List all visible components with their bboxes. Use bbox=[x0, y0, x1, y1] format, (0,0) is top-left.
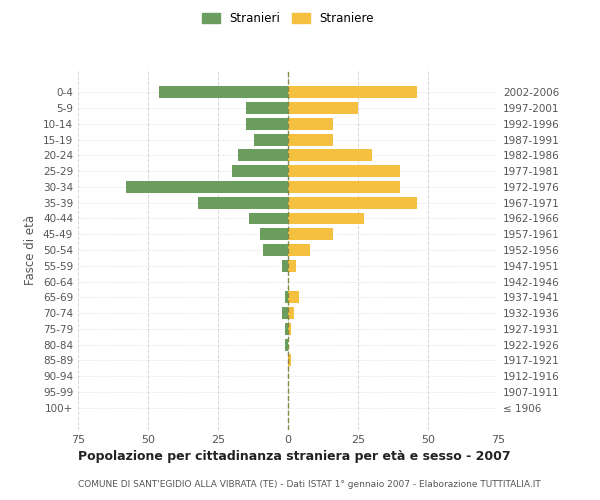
Text: COMUNE DI SANT'EGIDIO ALLA VIBRATA (TE) - Dati ISTAT 1° gennaio 2007 - Elaborazi: COMUNE DI SANT'EGIDIO ALLA VIBRATA (TE) … bbox=[78, 480, 541, 489]
Bar bbox=[288, 354, 291, 366]
Bar bbox=[260, 228, 288, 240]
Bar bbox=[125, 181, 288, 193]
Bar bbox=[246, 102, 288, 114]
Bar bbox=[288, 212, 364, 224]
Bar bbox=[283, 260, 288, 272]
Bar bbox=[232, 165, 288, 177]
Bar bbox=[288, 292, 299, 303]
Bar bbox=[254, 134, 288, 145]
Bar bbox=[288, 260, 296, 272]
Bar bbox=[285, 292, 288, 303]
Text: Popolazione per cittadinanza straniera per età e sesso - 2007: Popolazione per cittadinanza straniera p… bbox=[78, 450, 511, 463]
Bar bbox=[288, 86, 417, 98]
Y-axis label: Fasce di età: Fasce di età bbox=[25, 215, 37, 285]
Bar bbox=[246, 118, 288, 130]
Legend: Stranieri, Straniere: Stranieri, Straniere bbox=[199, 8, 377, 28]
Bar bbox=[285, 338, 288, 350]
Bar bbox=[288, 181, 400, 193]
Bar bbox=[238, 150, 288, 162]
Bar bbox=[263, 244, 288, 256]
Bar bbox=[288, 323, 291, 335]
Bar bbox=[288, 197, 417, 208]
Bar bbox=[288, 244, 310, 256]
Bar bbox=[159, 86, 288, 98]
Bar bbox=[283, 307, 288, 319]
Bar bbox=[288, 228, 333, 240]
Bar bbox=[288, 118, 333, 130]
Bar bbox=[288, 307, 293, 319]
Bar bbox=[249, 212, 288, 224]
Bar bbox=[199, 197, 288, 208]
Bar bbox=[288, 134, 333, 145]
Bar bbox=[288, 102, 358, 114]
Bar bbox=[285, 323, 288, 335]
Bar bbox=[288, 165, 400, 177]
Bar bbox=[288, 150, 372, 162]
